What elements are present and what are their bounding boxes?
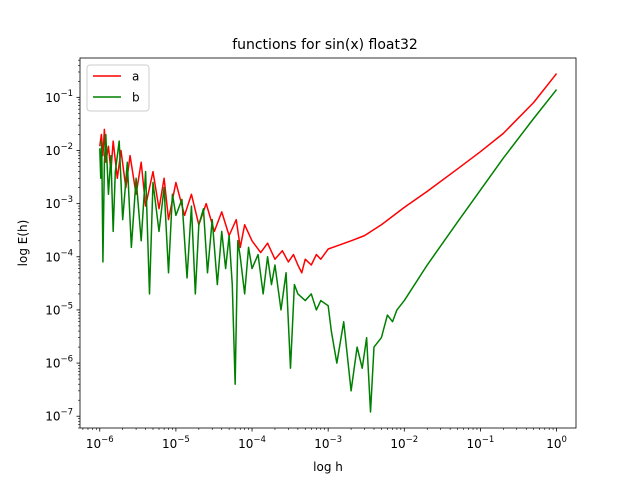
x-tick-label-1: 10−5: [162, 435, 190, 451]
legend-label-b: b: [132, 91, 140, 105]
y-tick-label-5: 10−2: [45, 142, 73, 158]
legend: a b: [86, 64, 150, 112]
x-tick-label-4: 10−2: [390, 435, 418, 451]
x-tick-label-5: 10−1: [467, 435, 495, 451]
chart-title: functions for sin(x) float32: [232, 37, 418, 53]
y-tick-label-3: 10−4: [45, 248, 73, 264]
series-line-a: [99, 73, 558, 274]
x-tick-label-0: 10−6: [86, 435, 114, 451]
legend-label-a: a: [132, 70, 139, 84]
y-tick-label-4: 10−3: [45, 195, 73, 211]
y-tick-label-2: 10−5: [45, 301, 73, 317]
y-tick-label-6: 10−1: [45, 89, 73, 105]
series-layer: [99, 73, 558, 413]
y-tick-label-1: 10−6: [45, 355, 73, 371]
plot-area: [80, 58, 576, 428]
y-tick-label-0: 10−7: [45, 408, 73, 424]
x-tick-label-6: 100: [546, 435, 567, 451]
legend-box: [86, 64, 150, 112]
y-axis-title: log E(h): [16, 220, 30, 267]
series-line-b: [99, 89, 558, 413]
x-axis-title: log h: [313, 460, 343, 474]
x-tick-label-3: 10−3: [314, 435, 342, 451]
x-axis: 10−6 10−5 10−4 10−3 10−2 10−1 100: [82, 428, 567, 451]
x-tick-label-2: 10−4: [238, 435, 266, 451]
y-axis: 10−7 10−6 10−5 10−4 10−3 10−2 10−1: [45, 59, 80, 429]
